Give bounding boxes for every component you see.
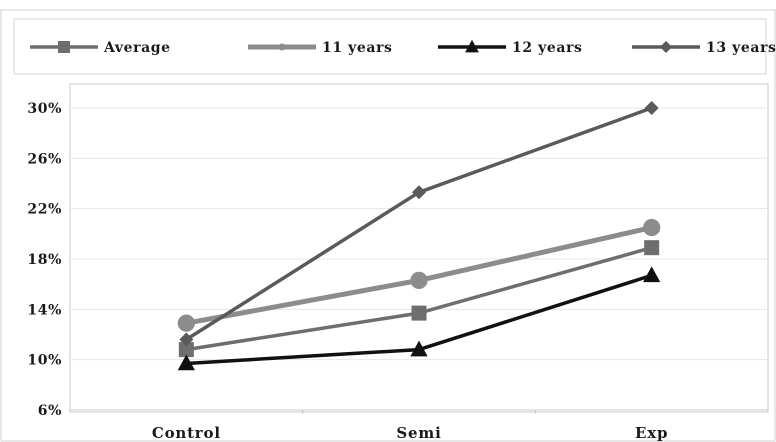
series-13-years [179,101,659,347]
legend-label: 13 years [706,40,776,56]
legend-item-12-years: 12 years [438,39,583,56]
y-tick-label: 18% [27,252,62,268]
y-tick-label: 22% [27,202,62,218]
y-tick-label: 6% [38,403,62,419]
data-point-11-years [410,271,428,290]
legend-label: Average [103,40,171,56]
series-layer [177,101,661,371]
data-point-average [411,305,427,321]
data-point-12-years [177,354,195,371]
y-tick-label: 26% [27,151,62,167]
legend: Average 11 years 12 years 13 years [30,39,776,56]
y-tick-label: 14% [27,302,62,318]
legend-label: 11 years [322,40,393,56]
plot-area [69,83,769,413]
data-point-13-years [644,101,659,115]
x-axis: Control Semi Exp [70,409,768,442]
data-point-11-years [177,314,195,332]
legend-label: 12 years [512,40,583,56]
legend-marker-circle-icon [278,43,286,51]
data-point-12-years [643,266,661,283]
x-tick-label: Exp [635,424,668,442]
legend-item-11-years: 11 years [248,40,393,56]
legend-marker-diamond-icon [660,41,672,53]
legend-item-13-years: 13 years [632,40,776,56]
series-11-years [177,218,661,332]
x-tick-label: Control [152,424,221,442]
series-12-years [177,266,661,371]
y-axis: 6% 10% 14% 18% 22% 26% 30% [27,101,62,419]
x-tick-label: Semi [396,424,441,442]
series-average [178,240,660,358]
y-tick-label: 30% [27,101,62,117]
data-point-13-years [179,332,194,347]
legend-marker-triangle-icon [465,39,479,53]
legend-item-average: Average [30,40,171,56]
legend-marker-square-icon [58,41,70,53]
data-point-12-years [410,340,428,357]
y-tick-label: 10% [27,353,62,369]
data-point-11-years [643,218,661,237]
data-point-13-years [412,185,426,200]
data-point-average [178,342,194,358]
data-point-average [644,240,660,256]
